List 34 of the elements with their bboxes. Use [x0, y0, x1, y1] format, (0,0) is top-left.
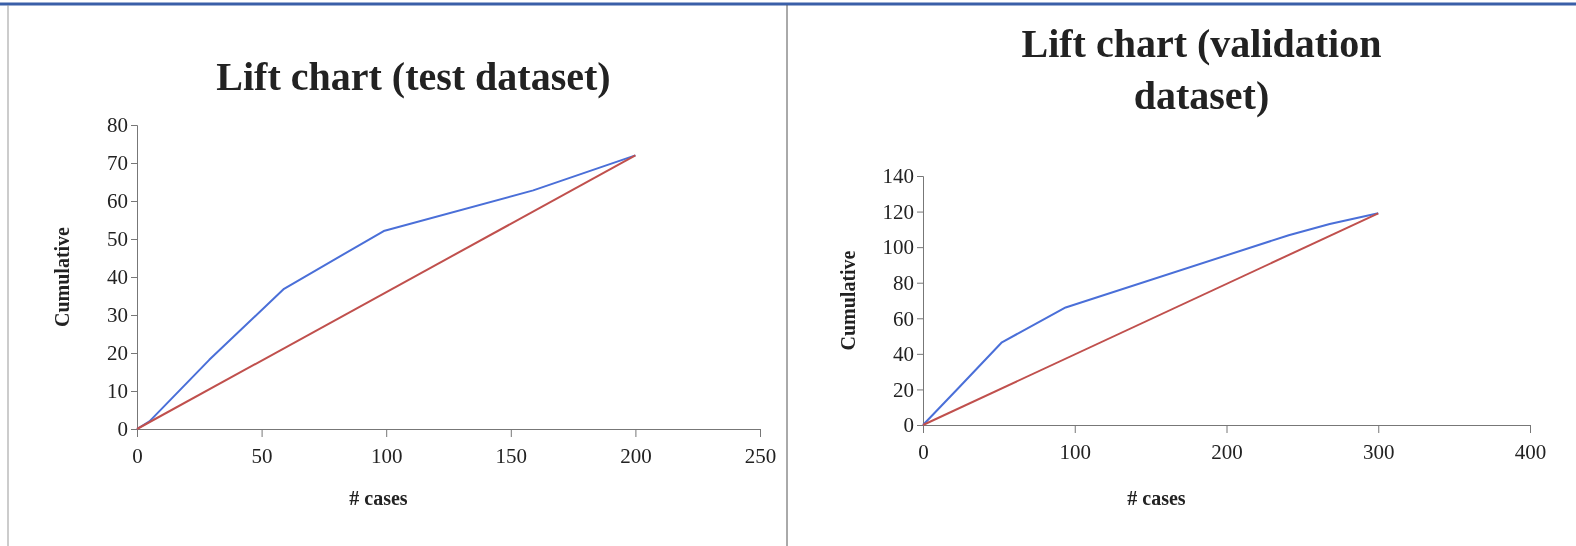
x-tick-label: 100 — [370, 444, 403, 469]
y-tick-label: 60 — [107, 189, 128, 214]
y-tick-label: 70 — [107, 151, 128, 176]
x-tick-label: 300 — [1363, 440, 1395, 465]
x-tick-label: 400 — [1514, 440, 1547, 465]
y-tick-label: 20 — [107, 341, 128, 366]
y-tick-label: 60 — [893, 306, 914, 331]
y-tick-label: 0 — [117, 417, 128, 442]
y-tick-label: 50 — [107, 227, 128, 252]
x-tick-label: 100 — [1059, 440, 1091, 465]
line-series — [922, 212, 1380, 426]
y-tick-label: 30 — [107, 303, 128, 328]
y-tick-label: 140 — [882, 164, 914, 189]
y-tick-label: 40 — [893, 342, 914, 367]
x-axis-title: # cases — [1127, 487, 1186, 509]
x-tick-label: 250 — [744, 444, 777, 469]
y-axis-title: Cumulative — [837, 250, 859, 351]
x-tick-label: 50 — [251, 444, 273, 469]
y-tick-label: 20 — [893, 377, 914, 402]
y-tick-label: 80 — [893, 270, 914, 295]
x-tick-label: 150 — [495, 444, 528, 469]
x-tick-label: 200 — [1211, 440, 1243, 465]
y-axis-title: Cumulative — [51, 226, 73, 327]
y-tick-label: 120 — [882, 199, 914, 224]
x-tick-label: 200 — [620, 444, 652, 469]
y-tick-label: 80 — [107, 113, 128, 138]
y-tick-label: 100 — [882, 235, 914, 260]
chart-title: Lift chart (validation dataset) — [1021, 21, 1382, 118]
line-series — [136, 154, 637, 430]
y-tick-label: 40 — [107, 265, 128, 290]
y-tick-label: 10 — [107, 379, 128, 404]
x-axis-title: # cases — [349, 487, 408, 509]
y-tick-label: 0 — [903, 413, 914, 438]
chart-title: Lift chart (test dataset) — [216, 54, 611, 99]
